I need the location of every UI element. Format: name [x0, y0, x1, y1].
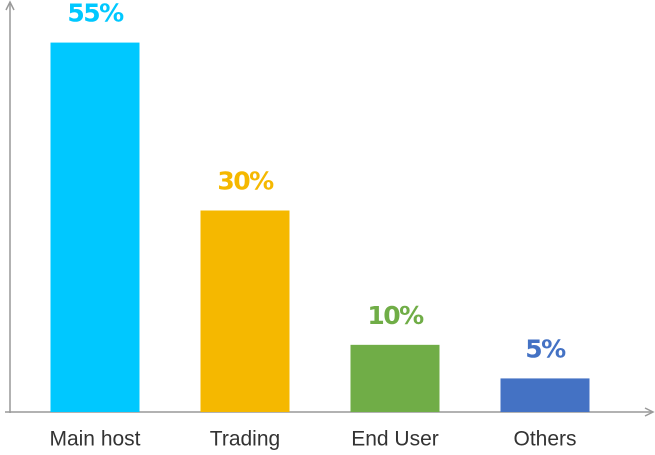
x-tick-label: Trading	[210, 428, 280, 451]
bar	[50, 42, 140, 412]
x-tick-label: Main host	[49, 428, 140, 451]
y-axis-arrow	[5, 0, 15, 11]
value-label: 5%	[525, 334, 566, 363]
x-axis-arrow	[644, 407, 655, 417]
bar	[500, 378, 590, 412]
x-tick-label: Others	[513, 428, 576, 451]
value-label: 10%	[367, 301, 424, 330]
value-label: 55%	[67, 0, 124, 28]
x-tick-label: End User	[351, 428, 439, 451]
bar	[200, 210, 290, 412]
value-label: 30%	[217, 167, 274, 196]
bar	[350, 344, 440, 412]
